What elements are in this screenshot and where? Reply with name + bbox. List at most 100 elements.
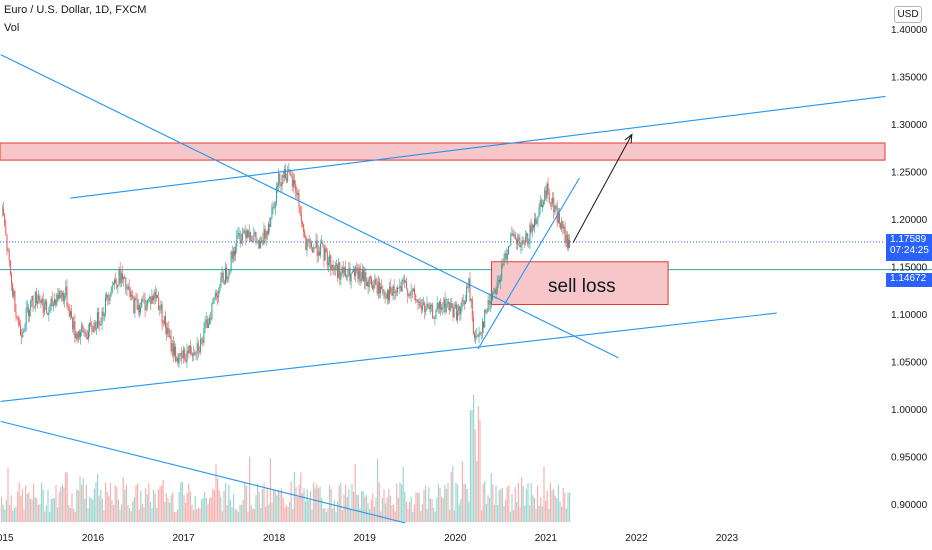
candle-body — [21, 335, 23, 337]
candle-body — [452, 307, 454, 317]
volume-bar — [367, 503, 369, 522]
volume-bar — [333, 500, 335, 522]
volume-bar — [172, 492, 174, 522]
volume-bar — [378, 482, 380, 522]
candle-body — [496, 281, 498, 294]
candle-body — [399, 285, 401, 288]
volume-bar — [465, 483, 467, 522]
candle-body — [43, 304, 45, 313]
volume-bar — [260, 508, 262, 522]
candle-body — [80, 331, 81, 338]
volume-indicator-label[interactable]: Vol — [4, 22, 20, 34]
candle-body — [497, 280, 499, 282]
volume-bar — [425, 485, 427, 522]
candle-body — [537, 216, 539, 221]
candle-body — [52, 303, 54, 307]
candle-body — [65, 286, 67, 296]
volume-bar — [164, 501, 166, 522]
candle-body — [227, 277, 229, 280]
volume-bar — [76, 489, 78, 522]
volume-bar — [212, 488, 214, 522]
volume-bar — [372, 493, 374, 522]
candle-body — [528, 243, 530, 245]
candle-body — [531, 224, 533, 233]
candle-body — [220, 277, 222, 287]
candle-body — [355, 267, 357, 277]
volume-bar — [492, 484, 494, 522]
sell-loss-label[interactable]: sell loss — [548, 276, 616, 297]
candle-body — [415, 294, 417, 301]
volume-bar — [181, 482, 183, 522]
y-tick-label: 1.20000 — [891, 215, 928, 226]
candle-body — [215, 293, 217, 296]
candle-body — [318, 251, 320, 256]
volume-bar — [540, 497, 542, 522]
candle-body — [204, 323, 206, 329]
candle-body — [511, 233, 513, 235]
y-tick-label: 1.40000 — [891, 25, 928, 36]
candle-body — [116, 283, 118, 288]
symbol-title[interactable]: Euro / U.S. Dollar, 1D, FXCM — [4, 4, 147, 16]
candle-body — [210, 317, 212, 320]
candle-body — [232, 251, 234, 259]
volume-bar — [113, 505, 115, 522]
candle-body — [433, 318, 435, 319]
volume-bar — [497, 504, 499, 522]
volume-bar — [273, 489, 275, 522]
volume-bar — [229, 499, 231, 522]
candle-body — [391, 292, 393, 296]
candle-body — [354, 269, 355, 276]
volume-bar — [564, 492, 566, 522]
volume-bar — [341, 509, 343, 522]
candle-body — [555, 206, 557, 207]
volume-bar — [290, 481, 292, 522]
volume-bar — [13, 508, 15, 522]
x-tick-label: 2017 — [172, 533, 195, 544]
candle-body — [420, 306, 422, 310]
volume-bar — [207, 504, 209, 522]
candle-body — [557, 213, 559, 223]
candle-body — [546, 183, 548, 199]
volume-bar — [437, 483, 439, 522]
volume-bar — [455, 482, 457, 522]
candle-body — [443, 299, 445, 307]
volume-bar — [10, 495, 12, 522]
volume-bar — [197, 507, 199, 522]
candle-body — [337, 264, 338, 278]
y-tick-label: 0.95000 — [891, 453, 928, 464]
volume-bar — [391, 505, 393, 522]
candle-body — [237, 233, 239, 237]
volume-bar — [148, 483, 150, 522]
candle-body — [459, 306, 461, 315]
volume-bar — [156, 507, 158, 522]
candle-body — [184, 349, 186, 360]
candle-body — [118, 269, 120, 286]
candle-body — [23, 329, 25, 332]
volume-bar — [250, 505, 252, 522]
candle-body — [512, 233, 514, 236]
candle-body — [175, 346, 177, 362]
currency-button[interactable]: USD — [894, 6, 922, 23]
candle-body — [166, 327, 168, 334]
volume-bar — [180, 482, 182, 522]
candle-body — [33, 306, 35, 308]
candle-body — [76, 333, 78, 340]
volume-bar — [517, 482, 519, 522]
candle-body — [485, 309, 487, 313]
candle-body — [542, 204, 543, 207]
volume-bar — [28, 492, 30, 522]
candle-body — [32, 296, 34, 307]
volume-bar — [493, 504, 495, 522]
volume-bar — [252, 508, 254, 522]
candle-body — [145, 306, 147, 311]
volume-bar — [530, 483, 532, 522]
volume-bar — [116, 487, 118, 522]
candle-body — [479, 332, 481, 334]
volume-bar — [351, 484, 353, 522]
candle-body — [350, 273, 352, 282]
volume-bar — [23, 509, 25, 522]
candle-body — [188, 345, 190, 354]
candle-body — [31, 296, 33, 301]
candle-body — [161, 304, 163, 323]
